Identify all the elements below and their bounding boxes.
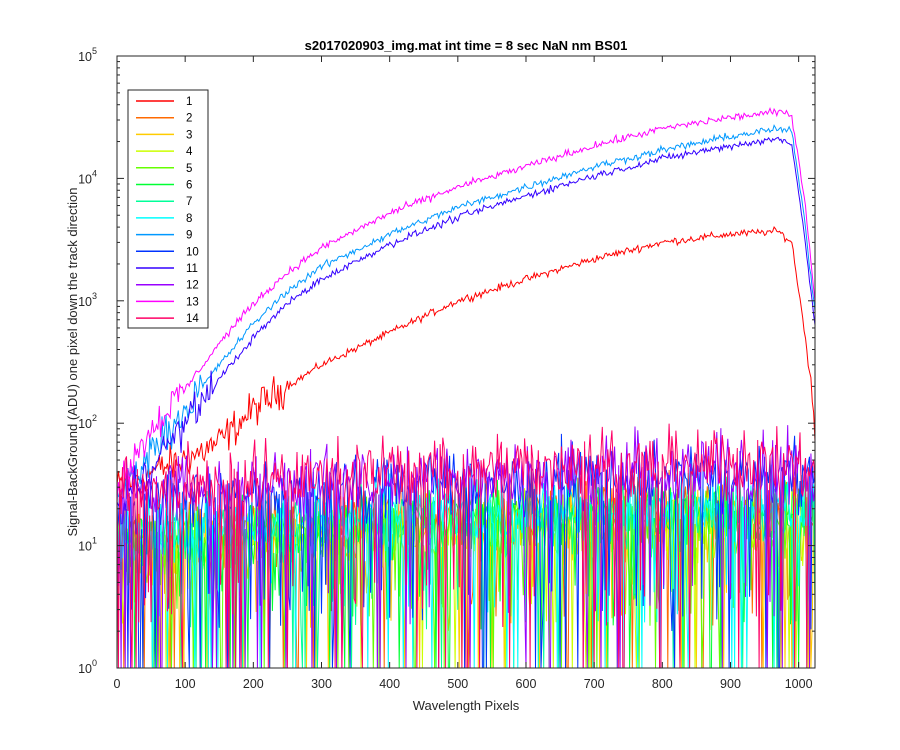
series-line-9 bbox=[116, 124, 816, 499]
series-line-11 bbox=[116, 136, 816, 511]
legend-item: 14 bbox=[136, 313, 199, 325]
y-tick-label-exponent: 0 bbox=[92, 658, 97, 668]
legend-label: 10 bbox=[186, 246, 199, 258]
x-tick-label: 600 bbox=[516, 677, 537, 691]
x-tick-label: 200 bbox=[243, 677, 264, 691]
x-tick-label: 900 bbox=[720, 677, 741, 691]
x-tick-label: 300 bbox=[311, 677, 332, 691]
legend-label: 14 bbox=[186, 313, 199, 325]
legend-item: 7 bbox=[136, 196, 192, 208]
x-tick-label: 400 bbox=[379, 677, 400, 691]
legend-item: 5 bbox=[136, 163, 192, 175]
legend-item: 9 bbox=[136, 230, 192, 242]
x-tick-label: 500 bbox=[447, 677, 468, 691]
y-tick-label-base: 10 bbox=[78, 172, 92, 186]
y-tick-label-base: 10 bbox=[78, 50, 92, 64]
legend-item: 6 bbox=[136, 180, 192, 192]
legend-label: 9 bbox=[186, 230, 192, 242]
legend-item: 1 bbox=[136, 96, 192, 108]
y-tick-label-base: 10 bbox=[78, 417, 92, 431]
legend-item: 10 bbox=[136, 246, 199, 258]
legend-label: 3 bbox=[186, 129, 192, 141]
y-tick-label: 104 bbox=[78, 168, 97, 186]
y-tick-label-exponent: 5 bbox=[92, 46, 97, 56]
legend-label: 4 bbox=[186, 146, 193, 158]
x-tick-label: 100 bbox=[175, 677, 196, 691]
legend-label: 2 bbox=[186, 113, 192, 125]
legend-item: 8 bbox=[136, 213, 192, 225]
y-tick-label-exponent: 1 bbox=[92, 536, 97, 546]
legend-label: 12 bbox=[186, 280, 199, 292]
y-tick-label: 102 bbox=[78, 413, 97, 431]
y-tick-label-base: 10 bbox=[78, 540, 92, 554]
y-tick-label-exponent: 2 bbox=[92, 413, 97, 423]
x-tick-label: 0 bbox=[114, 677, 121, 691]
legend-box bbox=[127, 89, 209, 329]
axes-box bbox=[116, 55, 816, 669]
legend-label: 11 bbox=[186, 263, 198, 275]
x-tick-label: 1000 bbox=[785, 677, 813, 691]
x-tick-label: 800 bbox=[652, 677, 673, 691]
legend-item: 11 bbox=[136, 263, 198, 275]
y-tick-label-exponent: 4 bbox=[92, 168, 97, 178]
y-tick-label: 103 bbox=[78, 291, 97, 309]
legend-label: 13 bbox=[186, 296, 199, 308]
legend-item: 13 bbox=[136, 296, 199, 308]
y-tick-label: 105 bbox=[78, 46, 97, 64]
y-axis-label: Signal-BackGround (ADU) one pixel down t… bbox=[65, 187, 80, 536]
y-tick-label: 101 bbox=[78, 536, 97, 554]
y-tick-label-exponent: 3 bbox=[92, 291, 97, 301]
ticks-layer: 0 100 200 300 400 500 600 700 800 900 100010010110… bbox=[78, 46, 815, 691]
legend-item: 12 bbox=[136, 280, 199, 292]
legend-label: 8 bbox=[186, 213, 192, 225]
series-line-13 bbox=[116, 106, 816, 502]
legend-label: 1 bbox=[186, 96, 192, 108]
y-tick-label: 100 bbox=[78, 658, 97, 676]
legend-label: 7 bbox=[186, 196, 192, 208]
legend-item: 3 bbox=[136, 129, 192, 141]
y-tick-label-base: 10 bbox=[78, 295, 92, 309]
chart-title: s2017020903_img.mat int time = 8 sec NaN… bbox=[305, 38, 628, 53]
series-line-1 bbox=[116, 225, 816, 492]
legend-label: 6 bbox=[186, 180, 192, 192]
legend-item: 4 bbox=[136, 146, 193, 158]
x-axis-label: Wavelength Pixels bbox=[413, 698, 520, 713]
legend-label: 5 bbox=[186, 163, 192, 175]
y-tick-label-base: 10 bbox=[78, 662, 92, 676]
legend-item: 2 bbox=[136, 113, 192, 125]
x-tick-label: 700 bbox=[584, 677, 605, 691]
